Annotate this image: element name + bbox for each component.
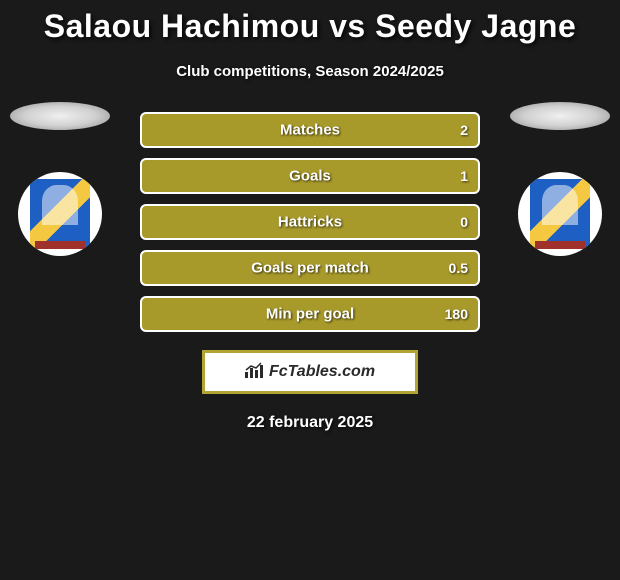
brand-logo-box[interactable]: FcTables.com [202, 350, 418, 394]
stat-bar: Min per goal 180 [140, 296, 480, 332]
date-text: 22 february 2025 [0, 414, 620, 432]
player-left-club-badge [18, 172, 102, 256]
stat-label: Goals per match [251, 260, 369, 277]
stat-bar: Goals 1 [140, 158, 480, 194]
player-left-photo [10, 102, 110, 130]
stat-bars: Matches 2 Goals 1 Hattricks 0 Goals per match 0… [140, 112, 480, 332]
chart-icon [245, 362, 265, 383]
comparison-container: Salaou Hachimou vs Seedy Jagne Club comp… [0, 0, 620, 432]
player-right-club-badge [518, 172, 602, 256]
stat-bar: Matches 2 [140, 112, 480, 148]
stat-label: Min per goal [266, 306, 354, 323]
ifk-goteborg-badge-icon [530, 179, 590, 249]
stat-label: Hattricks [278, 214, 342, 231]
ifk-goteborg-badge-icon [30, 179, 90, 249]
stat-value-right: 0.5 [449, 260, 468, 276]
stat-value-right: 2 [460, 122, 468, 138]
stat-value-right: 1 [460, 168, 468, 184]
brand-logo-text: FcTables.com [269, 363, 375, 381]
stat-value-right: 0 [460, 214, 468, 230]
subtitle: Club competitions, Season 2024/2025 [0, 63, 620, 80]
player-right-photo [510, 102, 610, 130]
page-title: Salaou Hachimou vs Seedy Jagne [0, 8, 620, 45]
stat-bar: Hattricks 0 [140, 204, 480, 240]
stat-label: Goals [289, 168, 331, 185]
stat-bar: Goals per match 0.5 [140, 250, 480, 286]
stats-area: Matches 2 Goals 1 Hattricks 0 Goals per match 0… [0, 112, 620, 332]
brand-logo: FcTables.com [245, 362, 375, 383]
stat-value-right: 180 [445, 306, 468, 322]
stat-label: Matches [280, 122, 340, 139]
player-right-column [510, 102, 610, 256]
player-left-column [10, 102, 110, 256]
